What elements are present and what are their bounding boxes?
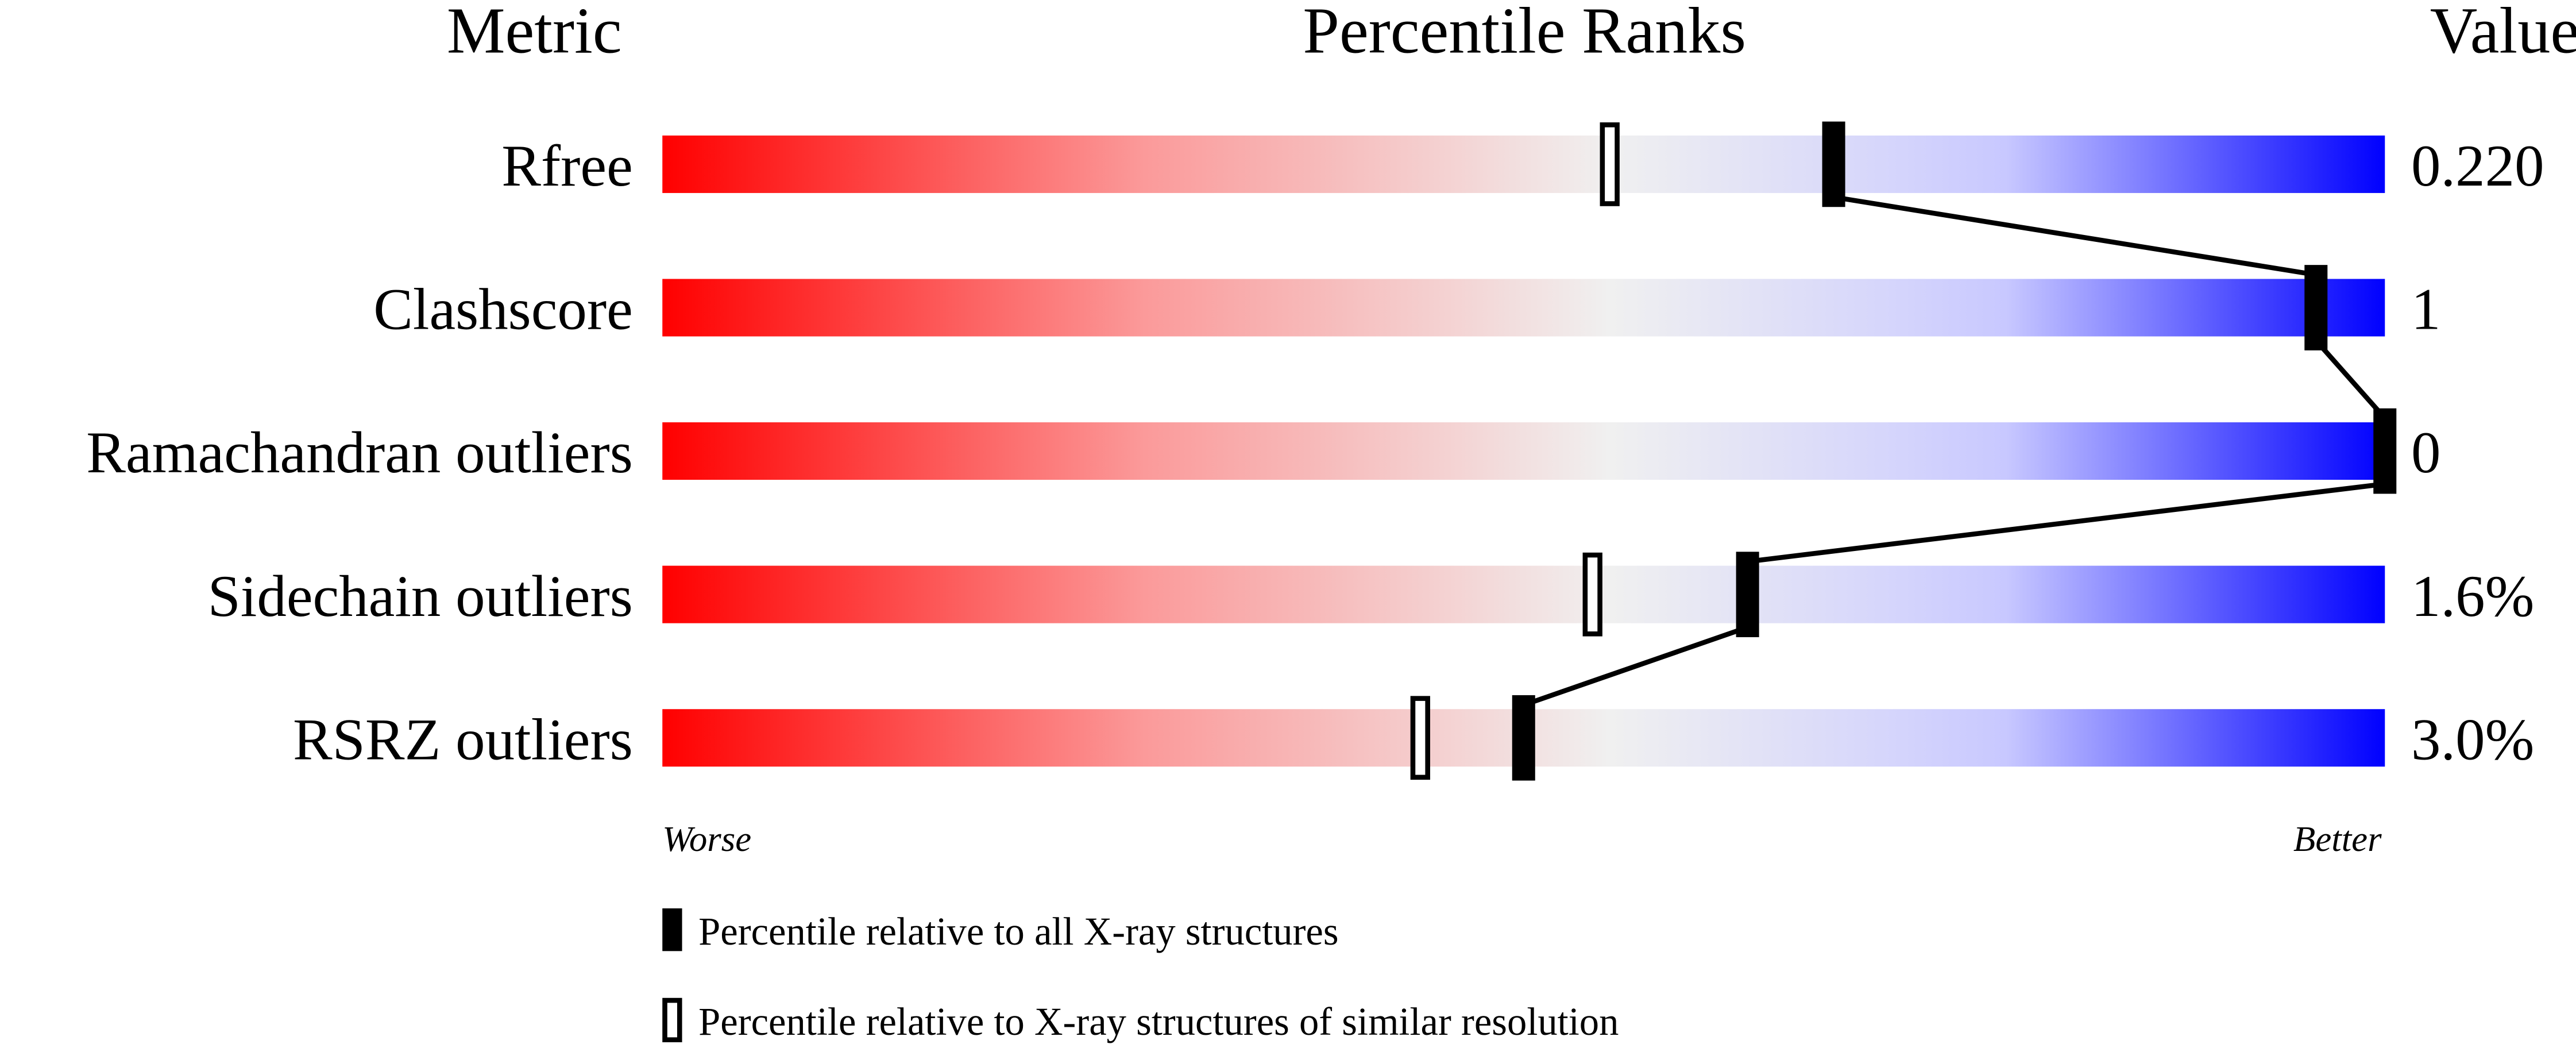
percentile-bar [662, 279, 2385, 337]
metric-label: Sidechain outliers [208, 564, 633, 629]
legend-filled-marker [662, 908, 682, 951]
header-metric: Metric [447, 0, 622, 67]
connector-line [1523, 625, 1749, 708]
connector-line [1747, 481, 2385, 564]
percentile-bar [662, 422, 2385, 480]
axis-label-worse: Worse [662, 819, 751, 859]
connector-line [1833, 194, 2316, 278]
metric-value: 0 [2411, 420, 2440, 486]
metric-value: 3.0% [2411, 707, 2534, 772]
metric-label: Ramachandran outliers [86, 420, 633, 486]
metric-label: Rfree [501, 133, 633, 199]
legend-label-all: Percentile relative to all X-ray structu… [698, 910, 1338, 953]
marker-all-structures [1736, 552, 1759, 637]
metric-label: RSRZ outliers [293, 707, 633, 772]
marker-all-structures [1512, 695, 1535, 781]
marker-all-structures [2373, 408, 2397, 494]
header-value: Value [2430, 0, 2576, 67]
metric-label: Clashscore [373, 277, 633, 342]
percentile-bar [662, 135, 2385, 193]
marker-all-structures [2304, 265, 2328, 350]
axis-label-better: Better [2293, 819, 2382, 859]
connector-line [2314, 338, 2387, 420]
marker-all-structures [1822, 121, 1845, 207]
percentile-bar [662, 565, 2385, 623]
metric-value: 0.220 [2411, 133, 2544, 199]
metric-value: 1.6% [2411, 564, 2534, 629]
marker-similar-resolution [1600, 122, 1620, 206]
marker-similar-resolution [1582, 552, 1602, 637]
metric-value: 1 [2411, 277, 2440, 342]
marker-similar-resolution [1410, 696, 1430, 780]
legend-open-marker [662, 997, 682, 1042]
header-percentile-ranks: Percentile Ranks [1303, 0, 1746, 67]
legend-label-similar: Percentile relative to X-ray structures … [698, 1000, 1619, 1043]
